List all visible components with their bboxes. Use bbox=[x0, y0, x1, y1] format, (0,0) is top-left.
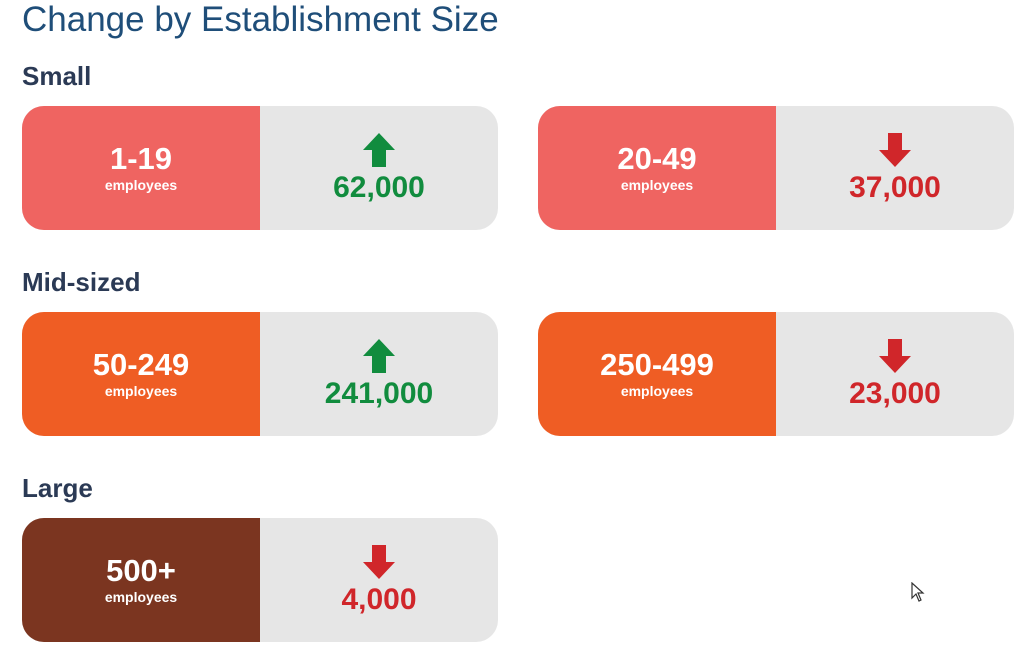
card-range: 20-49 bbox=[617, 141, 697, 176]
arrow-up-icon bbox=[363, 339, 395, 373]
card-value: 23,000 bbox=[849, 377, 941, 410]
card-value: 37,000 bbox=[849, 171, 941, 204]
card-change-panel: 37,000 bbox=[776, 106, 1014, 230]
card-1-19: 1-19 employees 62,000 bbox=[22, 106, 498, 230]
card-size-panel: 500+ employees bbox=[22, 518, 260, 642]
page-title: Change by Establishment Size bbox=[22, 0, 499, 39]
card-unit: employees bbox=[104, 589, 178, 605]
card-value: 62,000 bbox=[333, 171, 425, 204]
arrow-down-icon bbox=[879, 133, 911, 167]
card-size-panel: 250-499 employees bbox=[538, 312, 776, 436]
card-range: 1-19 bbox=[109, 141, 173, 176]
card-range: 250-499 bbox=[600, 347, 714, 382]
card-change-panel: 23,000 bbox=[776, 312, 1014, 436]
card-value: 4,000 bbox=[341, 583, 417, 616]
arrow-up-icon bbox=[363, 133, 395, 167]
card-unit: employees bbox=[104, 177, 178, 193]
card-size-panel: 20-49 employees bbox=[538, 106, 776, 230]
card-unit: employees bbox=[620, 383, 694, 399]
section-title-small: Small bbox=[22, 61, 92, 91]
arrow-down-icon bbox=[879, 339, 911, 373]
card-range: 50-249 bbox=[92, 347, 190, 382]
card-value: 241,000 bbox=[324, 377, 434, 410]
card-range: 500+ bbox=[106, 553, 176, 588]
card-change-panel: 4,000 bbox=[260, 518, 498, 642]
card-size-panel: 1-19 employees bbox=[22, 106, 260, 230]
mouse-cursor-icon bbox=[911, 582, 925, 602]
card-unit: employees bbox=[620, 177, 694, 193]
card-250-499: 250-499 employees 23,000 bbox=[538, 312, 1014, 436]
arrow-down-icon bbox=[363, 545, 395, 579]
section-title-large: Large bbox=[22, 473, 93, 503]
card-change-panel: 241,000 bbox=[260, 312, 498, 436]
card-change-panel: 62,000 bbox=[260, 106, 498, 230]
card-50-249: 50-249 employees 241,000 bbox=[22, 312, 498, 436]
card-20-49: 20-49 employees 37,000 bbox=[538, 106, 1014, 230]
card-unit: employees bbox=[104, 383, 178, 399]
card-500-plus: 500+ employees 4,000 bbox=[22, 518, 498, 642]
section-title-mid-sized: Mid-sized bbox=[22, 267, 141, 297]
card-size-panel: 50-249 employees bbox=[22, 312, 260, 436]
